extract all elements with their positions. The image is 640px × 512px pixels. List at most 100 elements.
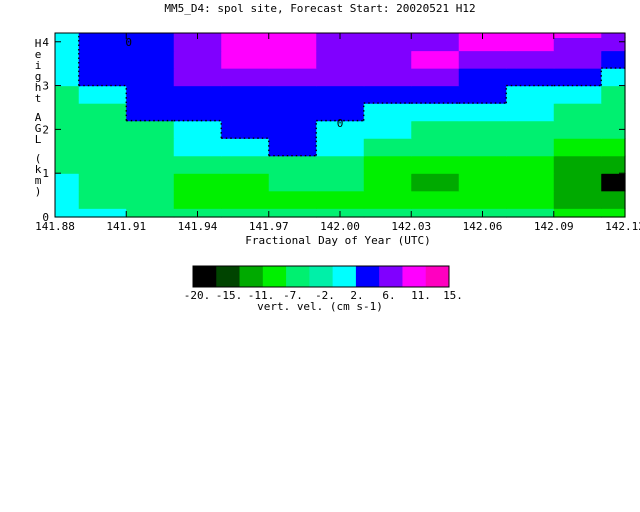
heatmap-cell <box>55 120 80 139</box>
heatmap-cell <box>268 208 317 218</box>
heatmap-cell <box>553 208 602 218</box>
heatmap-cell <box>316 85 365 104</box>
heatmap-cell <box>173 103 222 122</box>
heatmap-cell <box>601 155 626 174</box>
heatmap-cell <box>553 190 602 209</box>
y-axis-title-char: H <box>35 37 42 50</box>
heatmap-cell <box>78 155 127 174</box>
heatmap-cell <box>363 85 412 104</box>
heatmap-cell <box>78 138 127 157</box>
heatmap-cell <box>221 120 270 139</box>
colorbar-tick-label: -2. <box>315 289 335 302</box>
colorbar-tick-label: 11. <box>411 289 431 302</box>
heatmap-cell <box>78 173 127 192</box>
heatmap-cell <box>601 33 626 38</box>
heatmap-cell <box>411 138 460 157</box>
heatmap-cell <box>126 103 175 122</box>
heatmap-cell <box>316 155 365 174</box>
heatmap-cell <box>601 138 626 157</box>
heatmap-cell <box>458 120 507 139</box>
colorbar-tick-label: -20. <box>184 289 211 302</box>
heatmap-cell <box>221 37 270 52</box>
heatmap-cell <box>458 37 507 52</box>
heatmap-cell <box>411 155 460 174</box>
heatmap-cell <box>126 190 175 209</box>
y-axis-title-char: ) <box>35 185 42 198</box>
heatmap-cell <box>316 190 365 209</box>
heatmap-cell <box>55 208 80 218</box>
heatmap-cell <box>601 85 626 104</box>
heatmap-cell <box>268 103 317 122</box>
heatmap-cell <box>55 173 80 192</box>
heatmap-cell <box>506 103 555 122</box>
heatmap-cell <box>316 138 365 157</box>
heatmap-cell <box>601 208 626 218</box>
colorbar-swatch <box>425 266 450 287</box>
heatmap-cell <box>126 138 175 157</box>
heatmap-cell <box>268 50 317 69</box>
axes: 141.88 141.91 141.94 141.97 142.00 142.03 142.… <box>35 32 640 233</box>
x-tick-label: 141.97 <box>249 220 289 233</box>
heatmap-cell <box>411 50 460 69</box>
x-tick-label: 141.91 <box>106 220 146 233</box>
y-axis-title-char: e <box>35 48 42 61</box>
heatmap-cell <box>78 208 127 218</box>
colorbar-swatch <box>262 266 287 287</box>
heatmap-cell <box>411 37 460 52</box>
heatmap-cell <box>601 50 626 69</box>
heatmap-cell <box>55 37 80 52</box>
heatmap-cell <box>411 173 460 192</box>
heatmap-cell <box>411 208 460 218</box>
heatmap-cell <box>78 120 127 139</box>
heatmap-cell <box>553 120 602 139</box>
y-axis-title-char: i <box>35 59 42 72</box>
heatmap-cell <box>173 155 222 174</box>
heatmap-cell <box>173 37 222 52</box>
heatmap-cell <box>221 208 270 218</box>
heatmap-cell <box>506 155 555 174</box>
heatmap-cell <box>268 85 317 104</box>
heatmap-cell <box>126 37 175 52</box>
colorbar-title: vert. vel. (cm s-1) <box>257 300 383 313</box>
y-axis-title-char: g <box>35 70 42 83</box>
heatmap-cell <box>126 155 175 174</box>
heatmap-cell <box>221 50 270 69</box>
heatmap-cell <box>268 33 317 38</box>
heatmap-cell <box>458 103 507 122</box>
heatmap-cell <box>601 120 626 139</box>
y-tick-label: 4 <box>42 36 49 49</box>
y-axis-title-char: L <box>35 133 42 146</box>
heatmap-cell <box>506 173 555 192</box>
colorbar-tick-label: 6. <box>382 289 395 302</box>
heatmap-cell <box>363 190 412 209</box>
heatmap-cell <box>601 37 626 52</box>
colorbar-tick-label: -15. <box>216 289 243 302</box>
y-axis-title-char: h <box>35 81 42 94</box>
heatmap-cell <box>55 68 80 87</box>
heatmap-cell <box>173 68 222 87</box>
colorbar-swatch <box>402 266 427 287</box>
heatmap-cell <box>553 37 602 52</box>
x-tick-label: 142.09 <box>534 220 574 233</box>
heatmap-cell <box>506 138 555 157</box>
heatmap-cell <box>78 190 127 209</box>
heatmap-cell <box>55 138 80 157</box>
heatmap-cell <box>506 120 555 139</box>
heatmap-cell <box>553 68 602 87</box>
heatmap-cell <box>363 155 412 174</box>
colorbar-tick-label: 2. <box>350 289 363 302</box>
x-tick-label: 142.00 <box>320 220 360 233</box>
heatmap-cell <box>506 33 555 38</box>
heatmap-cell <box>316 103 365 122</box>
heatmap-cell <box>268 155 317 174</box>
heatmap-cell <box>458 155 507 174</box>
heatmap-cell <box>601 190 626 209</box>
heatmap-cell <box>221 33 270 38</box>
x-tick-label: 141.94 <box>178 220 218 233</box>
heatmap-cell <box>363 50 412 69</box>
plot-area: 00 <box>55 33 626 218</box>
heatmap-cell <box>411 68 460 87</box>
y-axis-title-char: t <box>35 92 42 105</box>
colorbar-tick-label: -11. <box>248 289 275 302</box>
